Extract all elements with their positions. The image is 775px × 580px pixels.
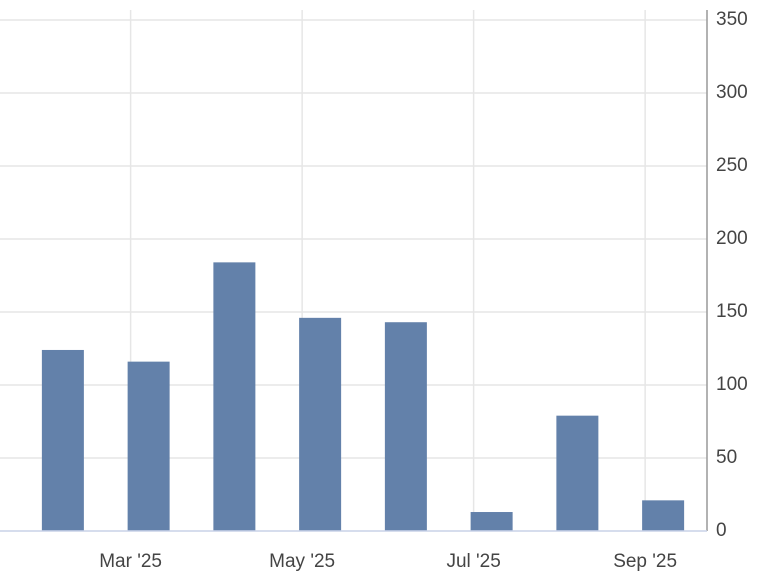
y-tick-label: 250 bbox=[716, 155, 748, 176]
bar bbox=[41, 349, 84, 531]
y-tick-label: 350 bbox=[716, 9, 748, 30]
y-tick-label: 0 bbox=[716, 520, 727, 541]
x-tick-label: May '25 bbox=[269, 551, 335, 572]
bar bbox=[127, 361, 170, 531]
bar bbox=[384, 322, 427, 531]
bar bbox=[556, 415, 599, 531]
x-tick-label: Sep '25 bbox=[613, 551, 677, 572]
bar bbox=[299, 317, 342, 531]
x-tick-label: Jul '25 bbox=[446, 551, 500, 572]
y-tick-label: 50 bbox=[716, 447, 737, 468]
bar bbox=[642, 500, 685, 531]
y-tick-label: 100 bbox=[716, 374, 748, 395]
y-tick-label: 200 bbox=[716, 228, 748, 249]
y-tick-label: 150 bbox=[716, 301, 748, 322]
x-tick-label: Mar '25 bbox=[99, 551, 162, 572]
bar bbox=[213, 262, 256, 531]
y-tick-label: 300 bbox=[716, 82, 748, 103]
bar bbox=[470, 512, 513, 531]
